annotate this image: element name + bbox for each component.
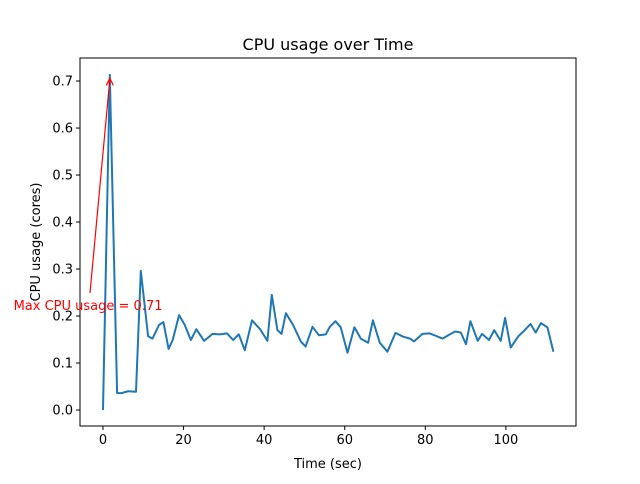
- y-tick-label: 0.0: [52, 404, 73, 419]
- y-tick-label: 0.3: [52, 263, 73, 278]
- y-tick-label: 0.7: [52, 75, 73, 90]
- y-tick-label: 0.2: [52, 310, 73, 325]
- x-tick-label: 80: [417, 433, 434, 448]
- y-tick-label: 0.6: [52, 122, 73, 137]
- y-axis-label: CPU usage (cores): [29, 183, 44, 302]
- x-tick-label: 100: [493, 433, 518, 448]
- cpu-usage-line: [102, 73, 555, 411]
- x-tick-label: 60: [336, 433, 353, 448]
- axes-frame: [79, 57, 577, 427]
- x-tick-label: 0: [99, 433, 107, 448]
- x-axis-label: Time (sec): [293, 457, 362, 472]
- chart-title: CPU usage over Time: [243, 35, 414, 54]
- annotation-arrow: [89, 79, 111, 294]
- y-tick-label: 0.4: [52, 216, 73, 231]
- max-cpu-annotation: Max CPU usage = 0.71: [14, 299, 163, 314]
- x-tick-label: 20: [175, 433, 192, 448]
- y-tick-label: 0.1: [52, 357, 73, 372]
- y-tick-label: 0.5: [52, 169, 73, 184]
- arrowhead-icon: [105, 76, 114, 86]
- x-tick-label: 40: [256, 433, 273, 448]
